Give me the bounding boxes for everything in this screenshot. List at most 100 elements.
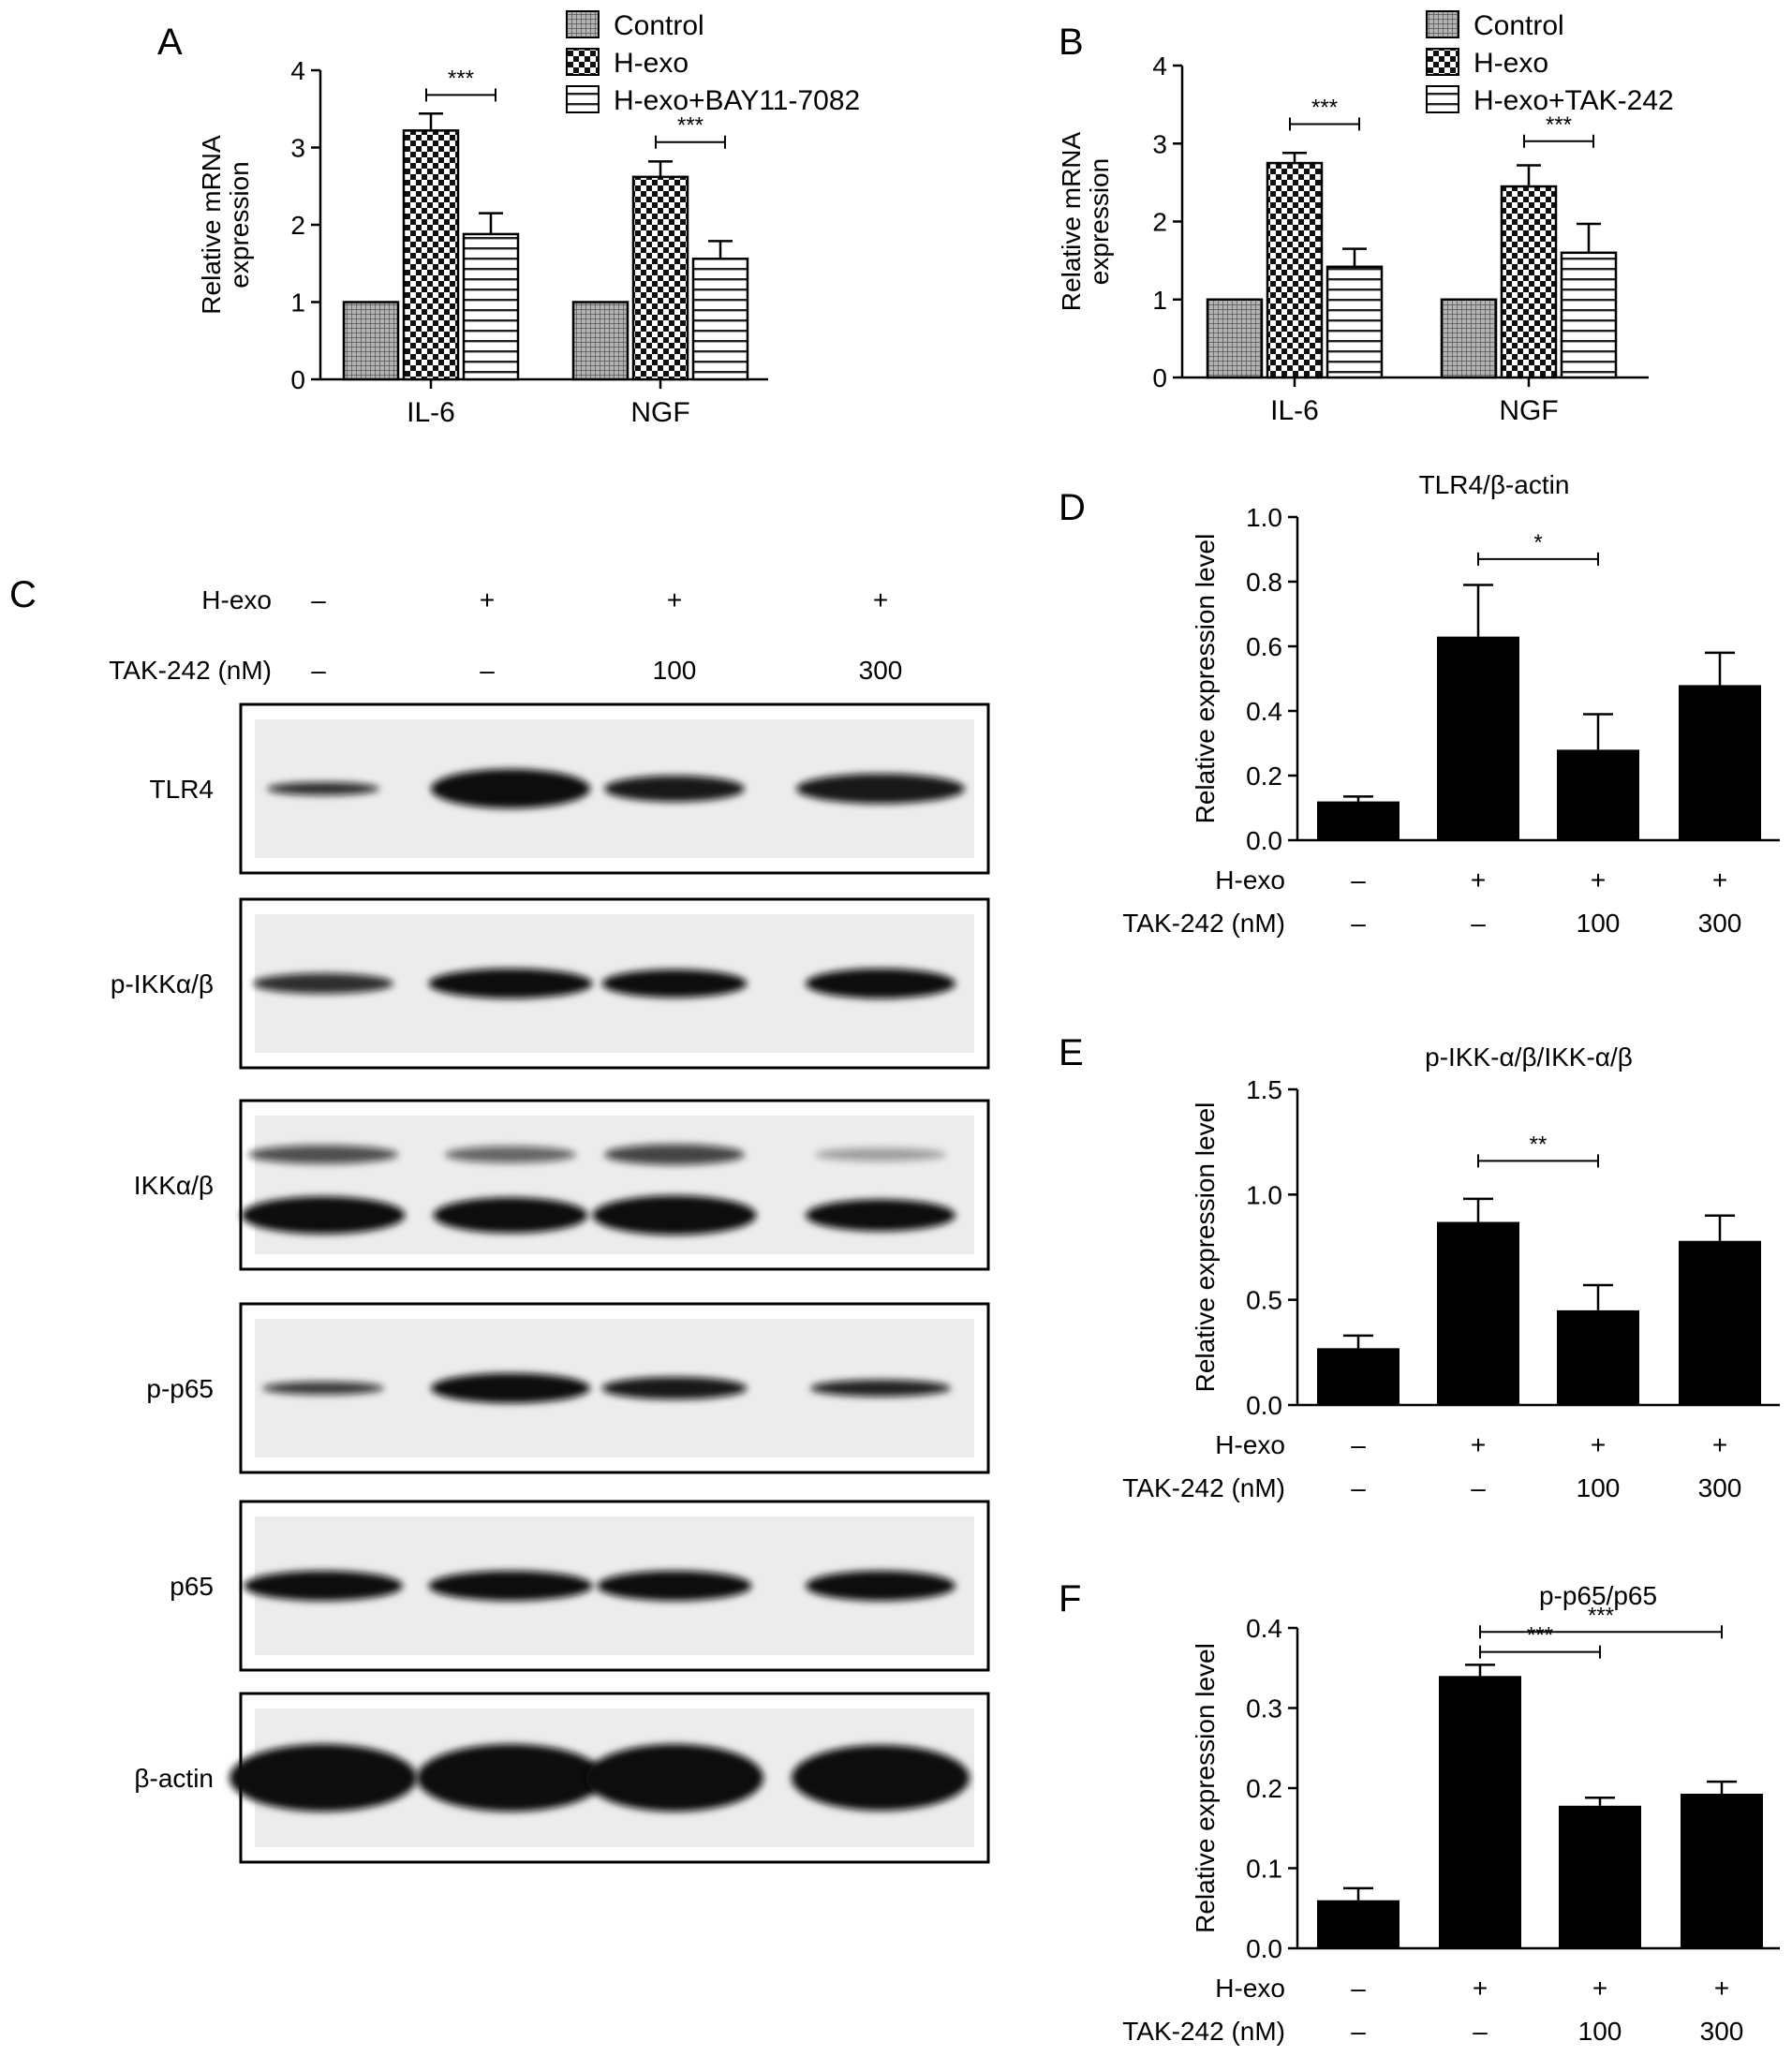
hexo-mark: – <box>1351 1430 1366 1459</box>
row-label-hexo: H-exo <box>1215 865 1285 895</box>
tak-mark: 300 <box>1700 2017 1744 2046</box>
bar-il-6-series-1 <box>342 301 400 381</box>
legend-swatch-1 <box>566 10 600 38</box>
hexo-mark: + <box>1712 1430 1727 1459</box>
blot-band <box>604 1144 745 1165</box>
row-label-hexo: H-exo <box>1215 1974 1285 2003</box>
blot-band <box>241 1196 406 1235</box>
blot-band <box>806 969 955 998</box>
y-axis-label: Relative mRNA <box>1057 131 1086 311</box>
x-tick-label: IL-6 <box>1270 395 1319 426</box>
hexo-mark: + <box>1712 865 1727 895</box>
panel-label-b: B <box>1059 22 1084 63</box>
blot-band <box>601 969 748 998</box>
hexo-mark: + <box>1591 865 1606 895</box>
blot-protein-label: TLR4 <box>150 775 214 804</box>
chart-b-mrna-tak242: 0 1 2 3 4 Relative mRNA expression IL-6 *** NGF **… <box>1057 10 1674 426</box>
legend-swatch-2 <box>566 48 600 76</box>
blot-band <box>601 1377 748 1399</box>
y-tick-label: 0.0 <box>1246 826 1282 855</box>
blot-band <box>796 774 965 804</box>
legend-label-3: H-exo+BAY11-7082 <box>614 85 860 116</box>
tak-mark: 100 <box>1578 2017 1622 2046</box>
y-tick-label: 3 <box>290 134 305 163</box>
bar-4 <box>1679 685 1761 840</box>
y-tick-label: 0.0 <box>1246 1934 1282 1963</box>
chart-a-mrna-bay11: 0 1 2 3 4 Relative mRNA expression IL-6 *** NGF **… <box>197 10 860 428</box>
blot-band <box>806 1571 955 1601</box>
bar-4 <box>1681 1793 1763 1948</box>
blot-band <box>433 1197 588 1234</box>
panel-label-d: D <box>1059 487 1086 528</box>
blot-band <box>431 769 590 808</box>
y-axis-label: Relative expression level <box>1191 534 1220 824</box>
blot-band <box>806 1199 955 1232</box>
y-tick-label: 2 <box>1152 208 1167 237</box>
panel-label-f: F <box>1059 1578 1081 1620</box>
bar-4 <box>1679 1240 1761 1405</box>
y-tick-label: 4 <box>1152 52 1167 81</box>
y-tick-label: 0.2 <box>1246 1774 1282 1803</box>
tak-mark: – <box>1473 2017 1488 2046</box>
tak-mark: – <box>1471 909 1486 938</box>
y-tick-label: 0.3 <box>1246 1694 1282 1723</box>
significance-label: *** <box>677 113 703 139</box>
hexo-mark: + <box>1591 1430 1606 1459</box>
significance-label: *** <box>1527 1623 1553 1649</box>
blot-band <box>445 1146 576 1163</box>
y-axis-label: Relative expression level <box>1191 1102 1220 1393</box>
blot-tak-mark: – <box>311 656 326 685</box>
chart-f-pp65: p-p65/p65 0.0 0.1 0.2 0.3 0.4 Relative express… <box>1122 1581 1780 2046</box>
y-tick-label: 4 <box>290 56 305 85</box>
bar-ngf-series-3 <box>1560 251 1618 379</box>
y-tick-label: 0.2 <box>1246 762 1282 791</box>
y-tick-label: 0.8 <box>1246 568 1282 597</box>
bar-ngf-series-3 <box>691 258 749 381</box>
blot-hexo-label: H-exo <box>201 585 272 614</box>
y-tick-label: 0 <box>1152 363 1167 392</box>
y-axis-label: Relative mRNA <box>197 135 226 315</box>
blot-tak-mark: – <box>480 656 495 685</box>
blot-band <box>262 1382 384 1395</box>
tak-mark: 100 <box>1577 1473 1621 1502</box>
legend-label-3: H-exo+TAK-242 <box>1474 85 1674 116</box>
blot-band <box>810 1380 951 1397</box>
tak-mark: – <box>1351 1473 1366 1502</box>
chart-title: p-IKK-α/β/IKK-α/β <box>1425 1043 1633 1072</box>
blot-band <box>248 1145 398 1164</box>
bar-1 <box>1317 1900 1400 1948</box>
bar-2 <box>1437 636 1519 840</box>
bar-3 <box>1557 1309 1639 1405</box>
tak-mark: 300 <box>1698 1473 1742 1502</box>
legend-swatch-3 <box>566 85 600 113</box>
hexo-mark: – <box>1351 1974 1366 2003</box>
bar-2 <box>1439 1676 1521 1948</box>
bar-1 <box>1317 801 1400 840</box>
significance-label: ** <box>1530 1132 1548 1157</box>
blot-band <box>597 1571 752 1601</box>
legend-swatch-3 <box>1426 85 1459 113</box>
significance-label: * <box>1533 530 1542 555</box>
bar-3 <box>1559 1805 1641 1948</box>
y-tick-label: 0.0 <box>1246 1391 1282 1420</box>
bar-ngf-series-1 <box>1440 298 1498 379</box>
hexo-mark: – <box>1351 865 1366 895</box>
blot-band <box>244 1571 403 1601</box>
bar-il-6-series-2 <box>1266 161 1324 379</box>
y-tick-label: 0 <box>290 365 305 394</box>
chart-title: p-p65/p65 <box>1539 1581 1657 1610</box>
legend-swatch-1 <box>1426 10 1459 38</box>
blot-protein-label: β-actin <box>134 1764 214 1793</box>
y-tick-label: 0.5 <box>1246 1286 1282 1315</box>
y-axis-label: expression <box>225 161 254 288</box>
significance-label: *** <box>1546 112 1572 138</box>
hexo-mark: + <box>1471 1430 1486 1459</box>
blot-band <box>604 776 745 802</box>
y-tick-label: 1 <box>290 288 305 318</box>
significance-label: *** <box>448 66 474 91</box>
blot-tak-mark: 100 <box>653 656 697 685</box>
bar-3 <box>1557 749 1639 840</box>
bar-il-6-series-1 <box>1206 298 1264 379</box>
panel-label-c: C <box>9 574 37 615</box>
